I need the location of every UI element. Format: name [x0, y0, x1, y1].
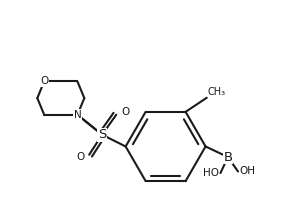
Text: CH₃: CH₃: [208, 86, 226, 96]
Text: OH: OH: [239, 167, 255, 177]
Text: O: O: [121, 107, 129, 117]
Text: B: B: [223, 151, 232, 164]
Text: N: N: [74, 110, 81, 120]
Text: O: O: [76, 152, 85, 162]
Text: S: S: [98, 128, 106, 141]
Text: HO: HO: [203, 168, 219, 178]
Text: O: O: [40, 76, 48, 86]
